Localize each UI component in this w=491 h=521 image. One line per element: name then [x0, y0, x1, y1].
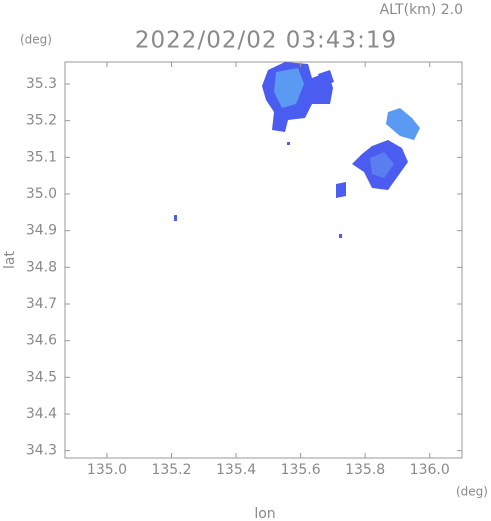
y-tick-label: 35.1	[26, 149, 57, 165]
echo	[318, 70, 334, 86]
echo	[386, 108, 420, 140]
echo	[339, 234, 342, 238]
y-axis-label: lat	[2, 251, 18, 269]
x-tick-label: 135.4	[216, 462, 256, 478]
y-tick-label: 34.4	[26, 406, 57, 422]
y-tick-label: 34.9	[26, 223, 57, 239]
y-tick-label: 34.7	[26, 296, 57, 312]
y-tick-label: 35.0	[26, 186, 57, 202]
x-tick-label: 135.8	[345, 462, 385, 478]
y-unit: (deg)	[20, 33, 52, 47]
echo	[274, 68, 304, 108]
chart-title: 2022/02/02 03:43:19	[135, 28, 397, 54]
plot-frame	[64, 61, 463, 459]
x-tick-label: 136.0	[410, 462, 450, 478]
x-tick-label: 135.0	[87, 462, 127, 478]
y-tick-label: 34.3	[26, 443, 57, 459]
echo	[370, 152, 394, 178]
y-tick-label: 34.8	[26, 259, 57, 275]
x-axis-label: lon	[254, 506, 275, 521]
y-tick-label: 34.6	[26, 333, 57, 349]
y-tick-label: 34.5	[26, 369, 57, 385]
x-tick-label: 135.2	[151, 462, 191, 478]
radar-echoes	[174, 62, 420, 238]
x-tick-label: 135.6	[281, 462, 321, 478]
y-tick-label: 35.2	[26, 113, 57, 129]
x-unit: (deg)	[456, 485, 488, 499]
y-tick-label: 35.3	[26, 76, 57, 92]
altitude-label: ALT(km) 2.0	[380, 2, 463, 18]
echo	[287, 142, 290, 145]
echo	[174, 215, 177, 221]
echo	[336, 182, 346, 198]
